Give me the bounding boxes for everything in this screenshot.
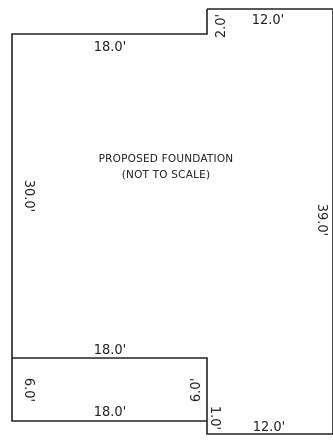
dim-left-height: 30.0' — [21, 180, 36, 213]
dim-top-right-width: 12.0' — [252, 13, 285, 28]
drawing-title: PROPOSED FOUNDATION — [99, 153, 234, 165]
dim-bottom-right-width: 12.0' — [253, 420, 286, 435]
drawing-subtitle: (NOT TO SCALE) — [122, 169, 211, 181]
dim-bottom-step: 1.0' — [207, 406, 222, 430]
foundation-outline — [11, 8, 333, 435]
lower-pad-outline — [11, 358, 207, 422]
dim-top-left-width: 18.0' — [94, 40, 127, 55]
dim-right-height: 39.0' — [314, 204, 329, 237]
dim-lower-inner-height: 6.0' — [189, 378, 204, 402]
dim-lower-width: 18.0' — [94, 405, 127, 420]
dim-inner-width: 18.0' — [94, 343, 127, 358]
dim-top-step: 2.0' — [214, 14, 229, 38]
dim-lower-left-height: 6.0' — [21, 378, 36, 402]
